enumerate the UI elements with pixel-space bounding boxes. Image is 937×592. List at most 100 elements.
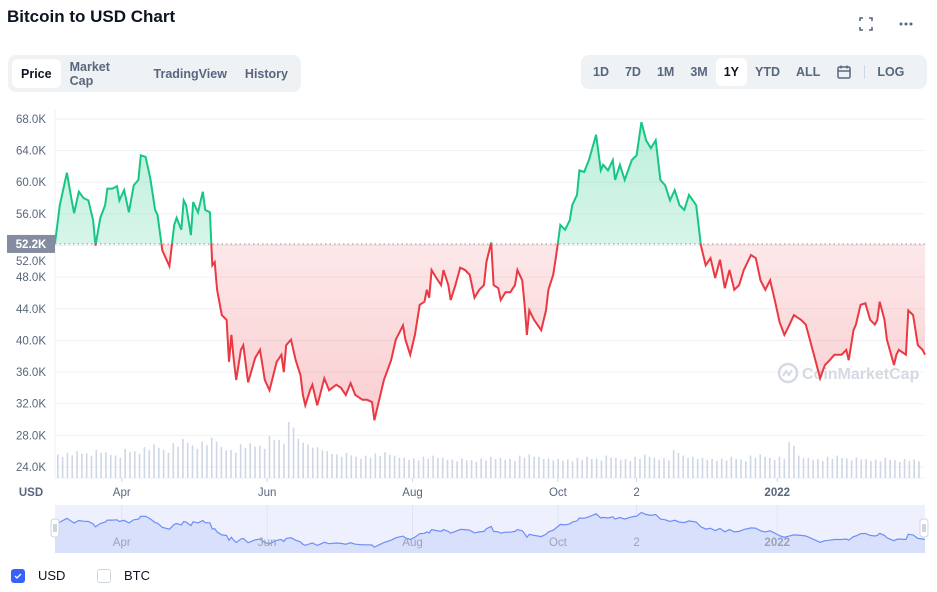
range-1d[interactable]: 1D: [593, 65, 609, 79]
tab-history[interactable]: History: [244, 66, 288, 81]
tab-tradingview[interactable]: TradingView: [153, 66, 227, 81]
volume-bar: [918, 461, 920, 478]
volume-bar: [196, 448, 199, 478]
volume-bar: [259, 445, 261, 478]
x-tick-label: Oct: [549, 487, 568, 499]
volume-bar: [528, 454, 531, 478]
volume-bar: [206, 445, 208, 478]
legend-usd[interactable]: USD: [11, 568, 65, 583]
volume-bar: [408, 459, 410, 478]
navigator-line: [54, 511, 926, 548]
y-tick-label: 60.0K: [16, 177, 46, 189]
volume-bar: [278, 439, 280, 478]
volume-bar: [595, 458, 598, 478]
volume-bar: [518, 455, 521, 478]
volume-bar: [624, 458, 627, 478]
volume-bar: [730, 456, 733, 478]
volume-bar: [615, 457, 617, 478]
volume-bar: [494, 458, 497, 478]
x-tick-label: Jun: [258, 487, 277, 499]
volume-bar: [398, 457, 401, 478]
volume-bar: [191, 445, 194, 478]
tab-market-cap[interactable]: Market Cap: [69, 59, 110, 88]
volume-bar: [413, 458, 415, 478]
reference-price-badge: 52.2K: [7, 234, 55, 253]
volume-bar: [235, 452, 237, 478]
range-7d[interactable]: 7D: [624, 65, 641, 79]
volume-bar: [158, 447, 160, 478]
navigator-right-handle[interactable]: [919, 518, 929, 538]
volume-bar: [427, 458, 430, 478]
volume-bar: [682, 455, 685, 478]
volume-bar: [879, 461, 882, 478]
volume-bar: [133, 451, 136, 478]
legend-btc[interactable]: BTC: [97, 568, 150, 583]
volume-bar: [668, 460, 670, 478]
volume-bar: [542, 458, 545, 478]
fullscreen-icon[interactable]: [856, 14, 876, 34]
range-1m[interactable]: 1M: [656, 65, 675, 79]
volume-bar: [153, 444, 155, 478]
more-icon[interactable]: [896, 14, 916, 34]
tab-price[interactable]: Price: [12, 59, 61, 88]
volume-bar: [889, 459, 891, 478]
range-all[interactable]: ALL: [796, 65, 821, 79]
range-3m[interactable]: 3M: [690, 65, 708, 79]
log-scale-toggle[interactable]: LOG: [877, 65, 905, 79]
volume-bar: [725, 460, 728, 478]
volume-bar: [451, 459, 454, 478]
watermark-logo-icon: [777, 362, 799, 384]
volume-bar: [244, 447, 247, 478]
volume-bar: [711, 458, 713, 478]
volume-bar: [571, 461, 574, 478]
volume-bar: [514, 460, 516, 478]
y-tick-label: 40.0K: [16, 335, 46, 347]
volume-bar: [129, 451, 131, 478]
volume-bar: [913, 459, 915, 478]
volume-bar: [797, 455, 800, 478]
volume-bar: [841, 457, 843, 478]
volume-bar: [239, 444, 242, 478]
volume-bar: [605, 455, 608, 478]
volume-bar: [908, 460, 911, 478]
volume-bar: [340, 456, 343, 478]
navigator-left-handle[interactable]: [50, 518, 60, 538]
y-axis-unit: USD: [19, 487, 43, 499]
range-navigator[interactable]: Apr Jun Aug Oct 2 2022: [50, 505, 929, 553]
range-ytd[interactable]: YTD: [755, 65, 781, 79]
volume-bar: [586, 456, 588, 478]
volume-bar: [186, 442, 189, 478]
navigator-tick-label: 2: [633, 537, 639, 549]
volume-bar: [860, 459, 863, 478]
y-tick-label: 56.0K: [16, 209, 46, 221]
volume-bar: [138, 453, 141, 478]
volume-bar: [855, 457, 858, 478]
volume-bar: [552, 460, 555, 478]
volume-bar: [307, 444, 309, 478]
volume-bar: [865, 458, 867, 478]
volume-bar: [764, 456, 766, 478]
page-title: Bitcoin to USD Chart: [7, 7, 176, 26]
range-1y[interactable]: 1Y: [715, 58, 748, 86]
navigator-tick-label: Jun: [258, 537, 277, 549]
volume-bar: [485, 460, 487, 478]
volume-bar: [61, 456, 64, 478]
volume-bar: [283, 443, 285, 478]
calendar-icon[interactable]: [828, 58, 860, 86]
volume-bar: [287, 422, 290, 478]
volume-bar: [441, 457, 444, 478]
y-tick-label: 68.0K: [16, 114, 46, 126]
volume-bar: [403, 457, 405, 478]
volume-bar: [562, 460, 564, 478]
volume-bar: [90, 455, 93, 478]
volume-bar: [744, 461, 747, 478]
checkbox-checked-icon[interactable]: [11, 568, 25, 583]
volume-bar: [172, 443, 175, 478]
y-tick-label: 52.0K: [16, 256, 46, 268]
volume-bar: [884, 457, 887, 478]
checkbox-unchecked-icon[interactable]: [97, 568, 111, 583]
volume-bar: [177, 446, 179, 478]
volume-bar: [576, 457, 579, 478]
volume-bar: [769, 457, 771, 478]
volume-bar: [629, 460, 632, 478]
